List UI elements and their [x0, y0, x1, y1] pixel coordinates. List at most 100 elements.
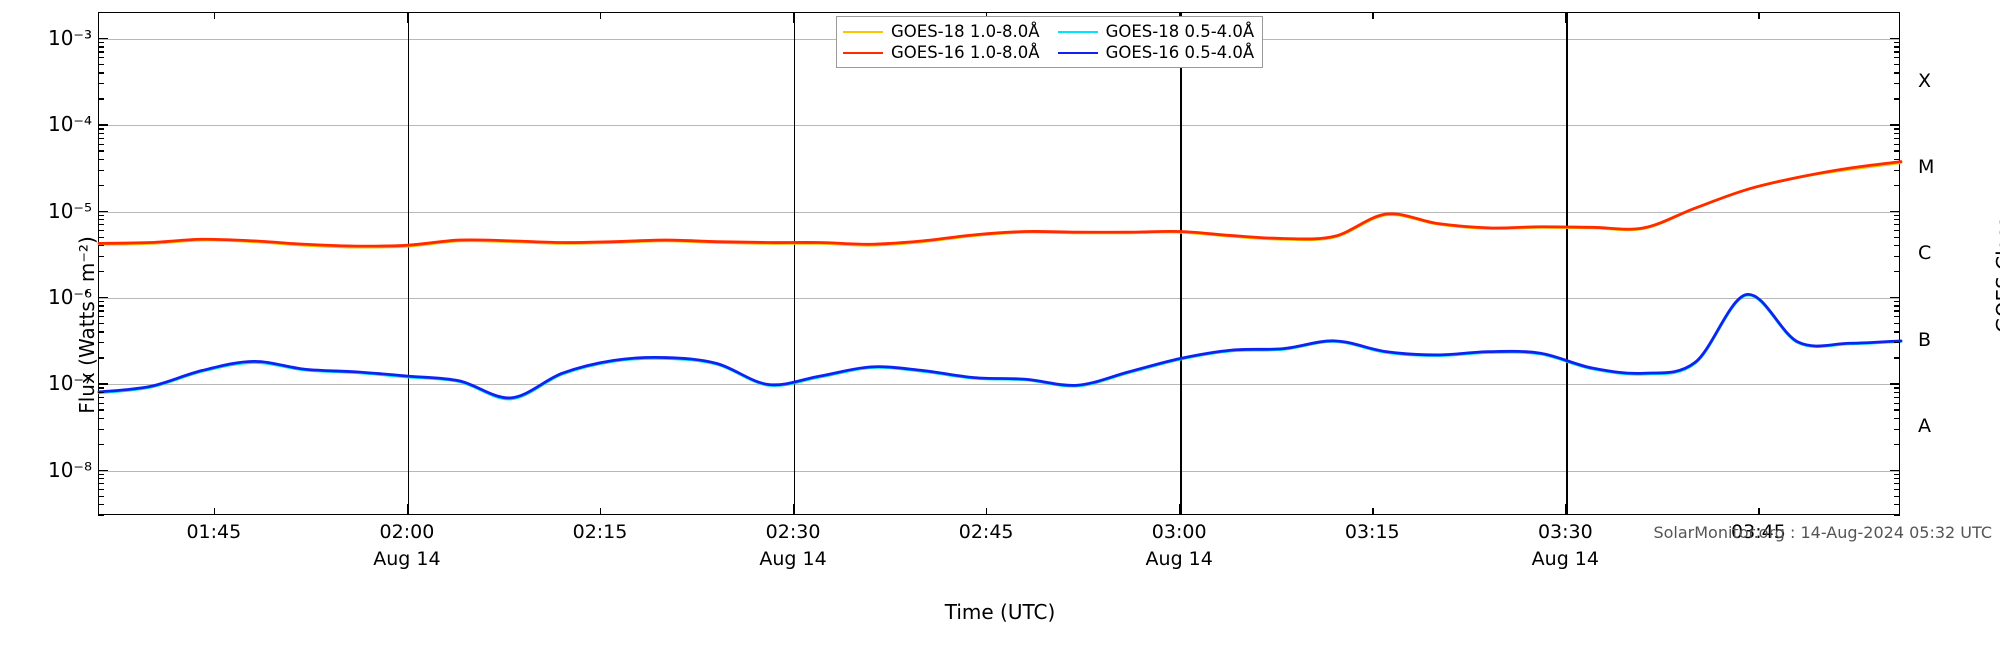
series-line — [97, 160, 1903, 248]
tick-mark — [98, 428, 104, 430]
legend-label: GOES-16 0.5-4.0Å — [1105, 43, 1255, 62]
tick-mark — [98, 63, 104, 66]
tick-mark — [1890, 124, 1900, 126]
tick-mark — [98, 224, 104, 226]
x-tick-date: Aug 14 — [373, 548, 441, 570]
tick-mark — [98, 41, 104, 44]
tick-mark — [1894, 245, 1900, 247]
tick-mark — [1894, 255, 1900, 258]
x-tick-label: 02:15 — [572, 521, 628, 543]
tick-mark — [1894, 387, 1900, 389]
tick-mark — [98, 72, 104, 74]
tick-mark — [1894, 169, 1900, 171]
tick-mark — [98, 443, 104, 446]
tick-mark — [1894, 98, 1900, 100]
tick-mark — [1894, 229, 1900, 232]
tick-mark — [1894, 473, 1900, 475]
tick-mark — [98, 158, 104, 160]
legend-color-swatch — [843, 30, 883, 33]
tick-mark — [599, 508, 602, 515]
tick-mark — [1894, 428, 1900, 430]
tick-mark — [1894, 504, 1900, 506]
x-tick-label: 03:15 — [1344, 521, 1400, 543]
right-axis-label: GOES Class — [1992, 217, 2000, 333]
tick-mark — [98, 132, 104, 134]
tick-mark — [98, 57, 104, 59]
tick-mark — [98, 383, 108, 385]
x-tick-label: 03:00 — [1151, 521, 1207, 543]
y-tick-label: 10⁻⁵ — [47, 198, 92, 223]
tick-mark — [98, 402, 104, 404]
tick-mark — [1758, 508, 1760, 515]
tick-mark — [98, 124, 108, 126]
tick-mark — [98, 37, 108, 40]
legend-item[interactable]: GOES-16 1.0-8.0Å — [843, 43, 1040, 62]
goes-class-label-x: X — [1918, 69, 1932, 92]
goes-class-label-m: M — [1918, 156, 1935, 179]
tick-mark — [1372, 12, 1374, 19]
tick-mark — [1894, 57, 1900, 59]
tick-mark — [1890, 469, 1900, 472]
day-boundary-line — [407, 13, 410, 514]
y-tick-label: 10⁻³ — [47, 25, 92, 50]
x-tick-label: 02:45 — [958, 521, 1014, 543]
tick-mark — [1894, 184, 1900, 186]
tick-mark — [98, 46, 104, 48]
tick-mark — [986, 12, 988, 19]
tick-mark — [98, 301, 104, 303]
y-tick-label: 10⁻⁷ — [47, 371, 92, 396]
day-boundary-line — [794, 13, 796, 514]
legend-color-swatch — [1057, 30, 1098, 33]
tick-mark — [98, 357, 104, 359]
tick-mark — [1894, 305, 1900, 307]
tick-mark — [98, 473, 104, 475]
x-tick-date: Aug 14 — [759, 548, 827, 570]
y-tick-label: 10⁻⁸ — [47, 457, 92, 482]
tick-mark — [98, 245, 104, 247]
goes-class-label-a: A — [1918, 415, 1931, 438]
tick-mark — [98, 342, 104, 344]
tick-mark — [1894, 323, 1900, 325]
tick-mark — [98, 495, 104, 498]
tick-mark — [1565, 12, 1567, 23]
gridline — [99, 298, 1899, 300]
series-line — [97, 293, 1903, 400]
gridline — [99, 125, 1899, 127]
tick-mark — [98, 150, 104, 152]
tick-mark — [1894, 316, 1900, 318]
tick-mark — [98, 51, 104, 53]
tick-mark — [1894, 357, 1900, 359]
tick-mark — [98, 236, 104, 238]
legend-label: GOES-18 1.0-8.0Å — [891, 22, 1040, 41]
tick-mark — [1894, 443, 1900, 446]
tick-mark — [1894, 396, 1900, 399]
tick-mark — [1894, 158, 1900, 160]
y-tick-label: 10⁻⁴ — [47, 112, 92, 137]
tick-mark — [793, 504, 795, 515]
day-boundary-line — [1180, 13, 1182, 514]
legend-item[interactable]: GOES-18 0.5-4.0Å — [1057, 22, 1254, 41]
tick-mark — [1894, 137, 1900, 139]
x-tick-date: Aug 14 — [1531, 548, 1599, 570]
tick-mark — [98, 305, 104, 307]
tick-mark — [98, 297, 108, 299]
tick-mark — [213, 508, 216, 515]
legend-label: GOES-16 1.0-8.0Å — [891, 43, 1040, 62]
goes-class-label-c: C — [1918, 242, 1932, 265]
series-line — [97, 161, 1903, 249]
tick-mark — [1894, 224, 1900, 226]
tick-mark — [98, 255, 104, 258]
tick-mark — [1890, 37, 1900, 40]
tick-mark — [98, 478, 104, 480]
tick-mark — [1894, 301, 1900, 303]
legend-item[interactable]: GOES-16 0.5-4.0Å — [1057, 43, 1255, 62]
legend-item[interactable]: GOES-18 1.0-8.0Å — [843, 22, 1040, 41]
tick-mark — [98, 143, 104, 145]
gridline — [99, 470, 1899, 472]
tick-mark — [1894, 478, 1900, 480]
tick-mark — [1894, 495, 1900, 498]
tick-mark — [1894, 83, 1900, 85]
tick-mark — [1894, 310, 1900, 312]
x-tick-label: 02:00 — [379, 521, 435, 543]
